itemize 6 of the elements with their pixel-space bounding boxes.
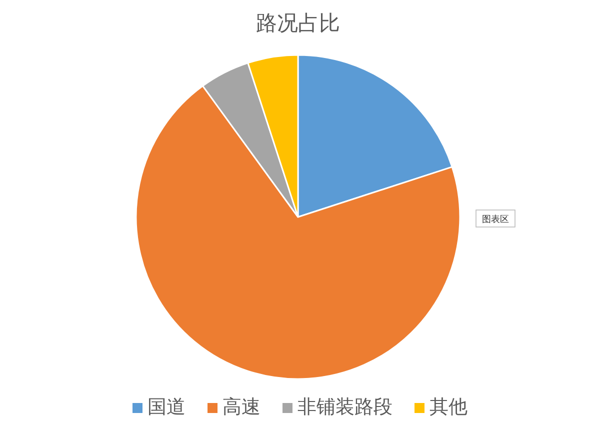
legend-label: 高速 — [222, 396, 260, 418]
chart-title: 路况占比 — [256, 11, 340, 35]
text: 图表区 — [482, 214, 509, 225]
legend-label: 国道 — [148, 396, 186, 418]
legend-label: 非铺装路段 — [298, 396, 392, 418]
legend-label: 其他 — [430, 396, 468, 418]
